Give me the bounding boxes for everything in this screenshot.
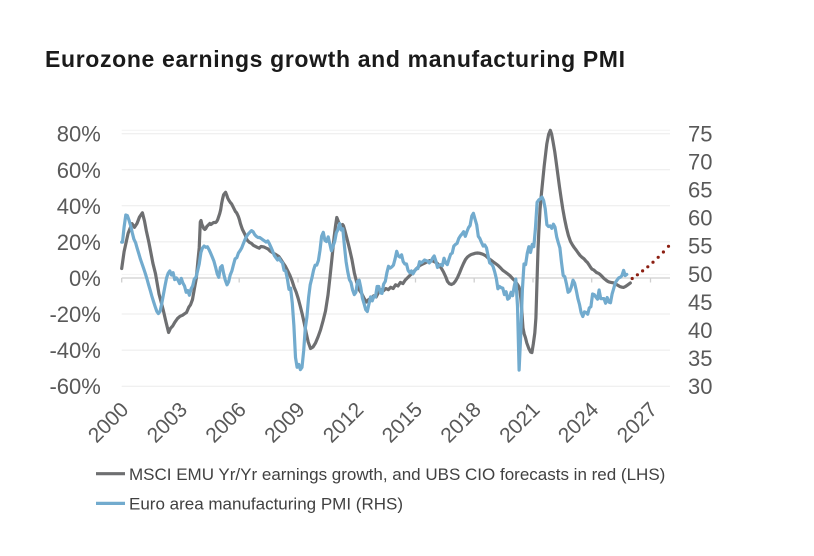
- svg-text:80%: 80%: [57, 122, 101, 147]
- svg-text:-20%: -20%: [49, 302, 100, 327]
- svg-text:0%: 0%: [69, 266, 101, 291]
- svg-text:35: 35: [688, 346, 712, 371]
- svg-text:55: 55: [688, 234, 712, 259]
- svg-text:MSCI EMU Yr/Yr earnings growth: MSCI EMU Yr/Yr earnings growth, and UBS …: [129, 465, 665, 484]
- svg-text:60: 60: [688, 206, 712, 231]
- svg-text:-40%: -40%: [49, 338, 100, 363]
- svg-text:45: 45: [688, 290, 712, 315]
- svg-text:20%: 20%: [57, 230, 101, 255]
- svg-text:Euro area manufacturing PMI (R: Euro area manufacturing PMI (RHS): [129, 495, 403, 514]
- svg-text:50: 50: [688, 262, 712, 287]
- svg-text:40%: 40%: [57, 194, 101, 219]
- svg-text:-60%: -60%: [49, 374, 100, 399]
- svg-text:75: 75: [688, 121, 712, 146]
- svg-text:65: 65: [688, 178, 712, 203]
- svg-text:70: 70: [688, 149, 712, 174]
- svg-text:30: 30: [688, 374, 712, 399]
- svg-text:60%: 60%: [57, 158, 101, 183]
- svg-text:40: 40: [688, 318, 712, 343]
